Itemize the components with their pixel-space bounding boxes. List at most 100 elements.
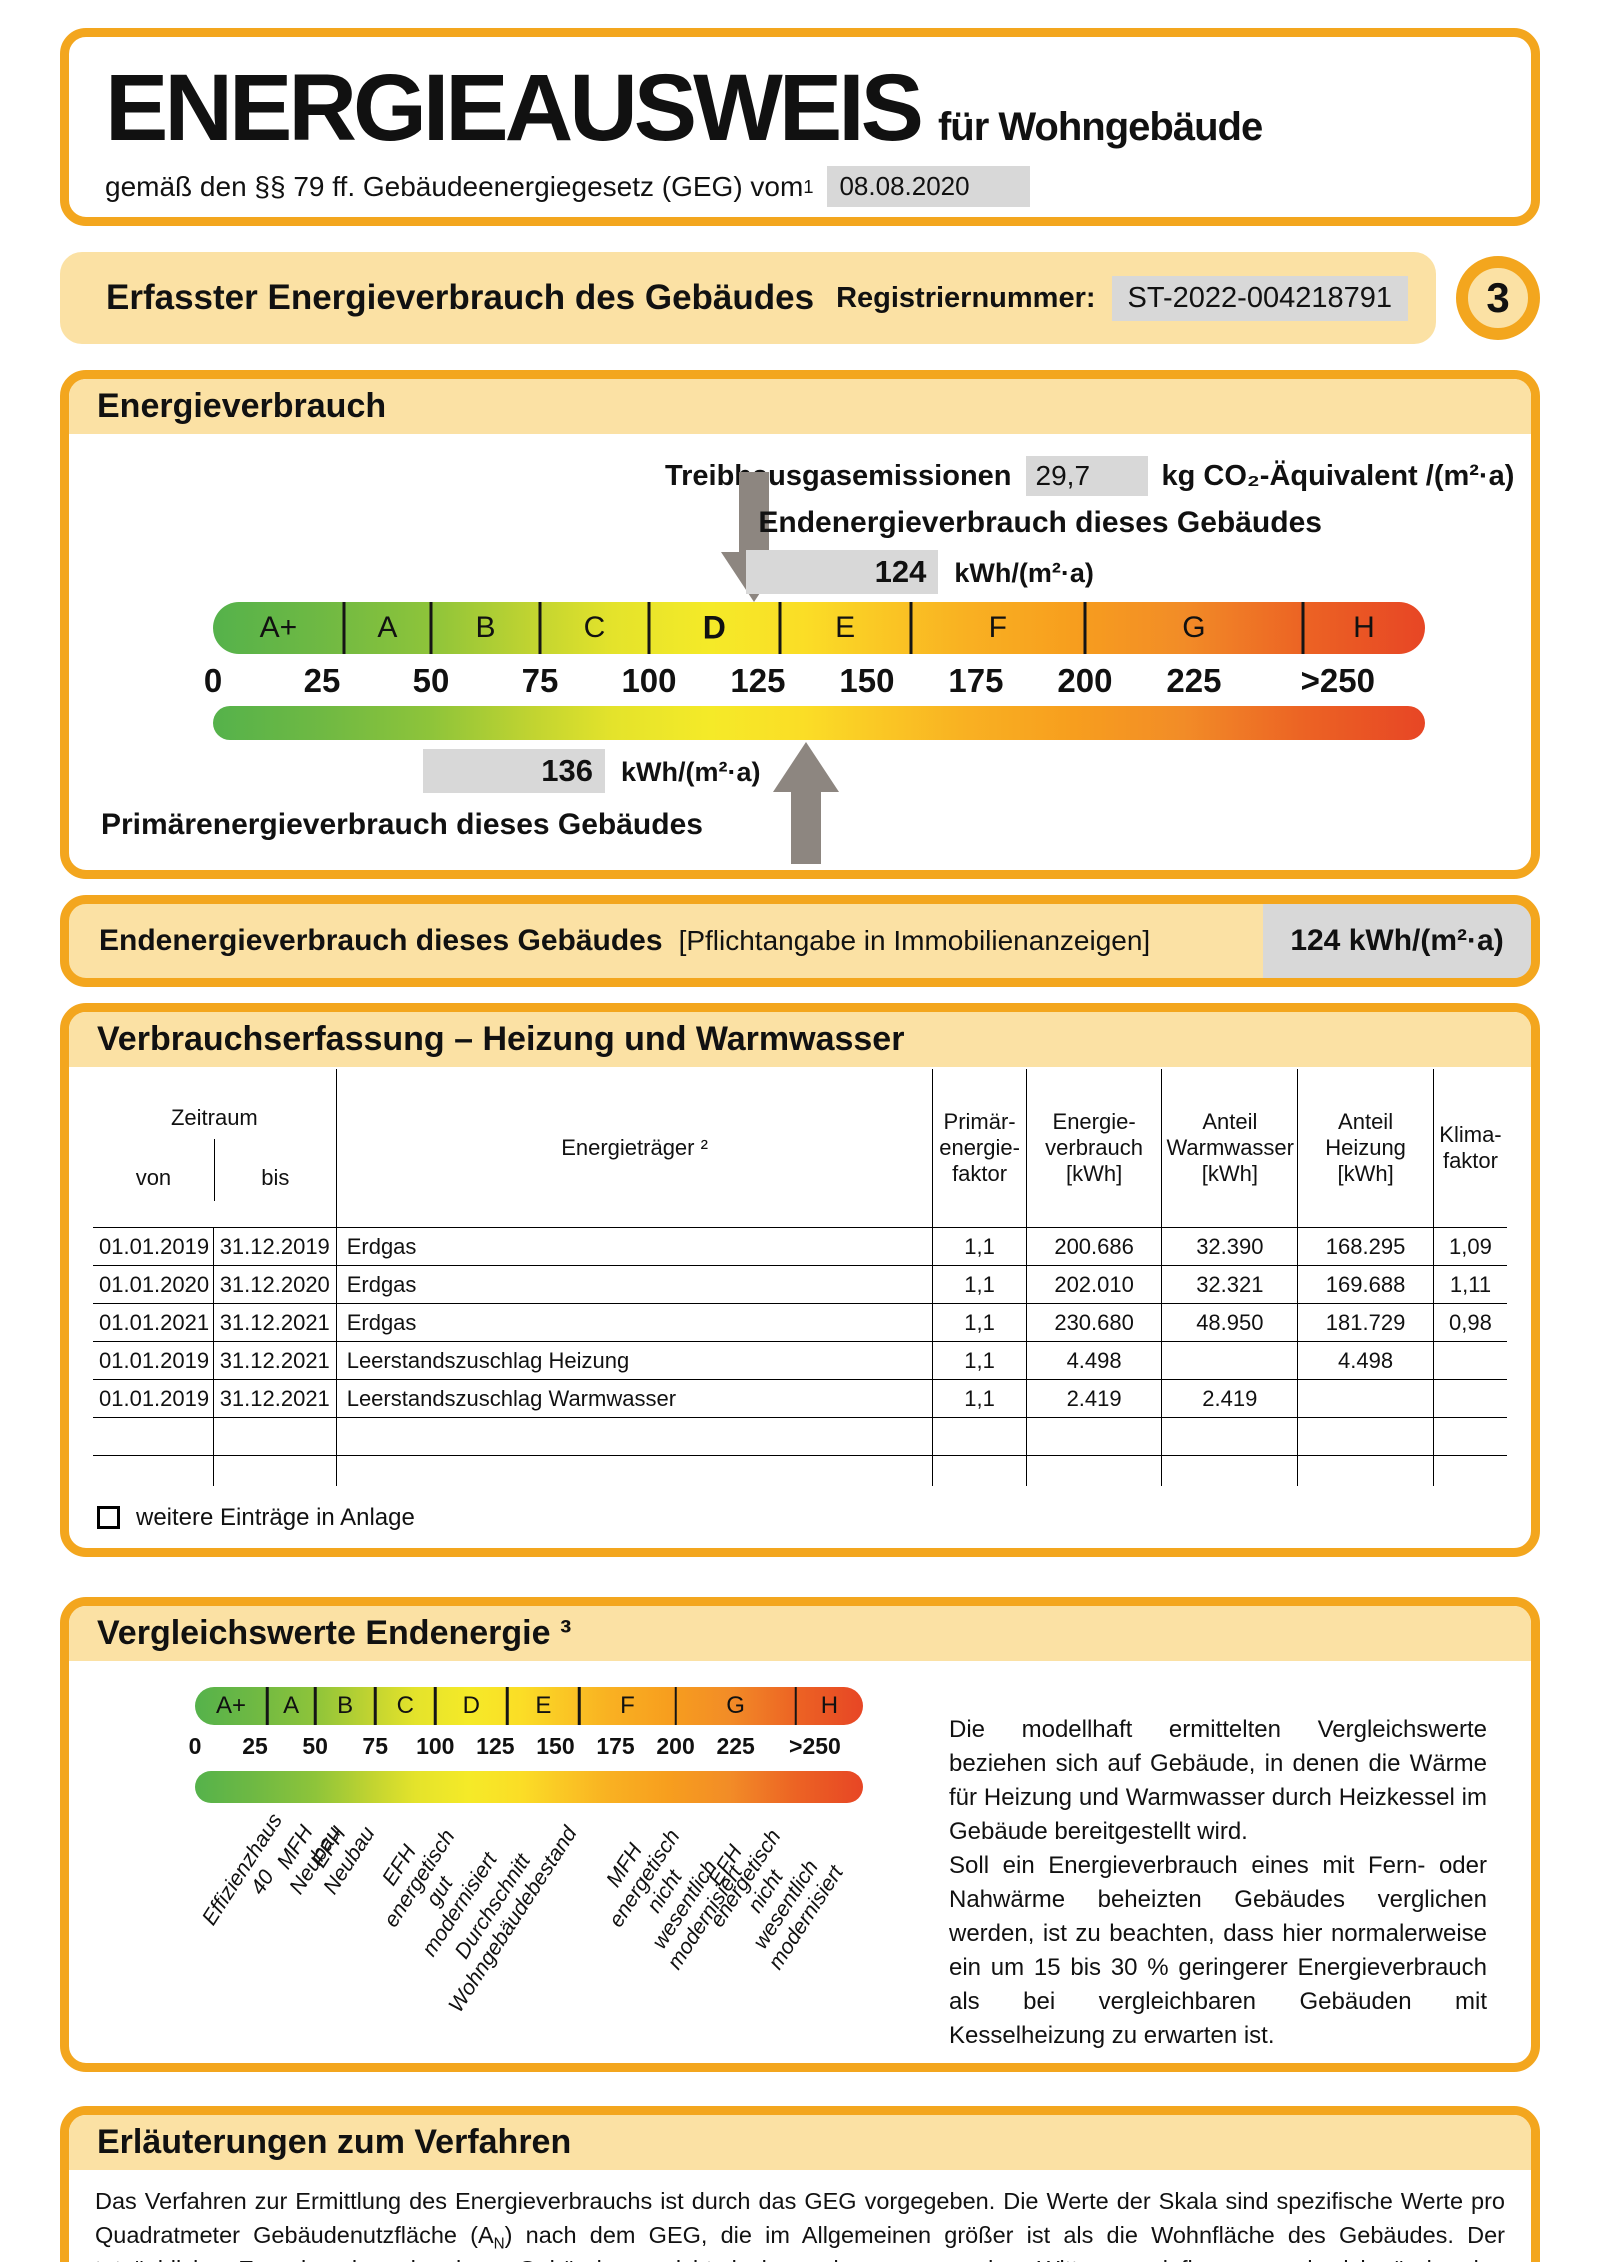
scale-class-letter: E [535,1691,552,1719]
scale-class-letter: H [820,1691,839,1719]
procedure-explanation-section: Erläuterungen zum Verfahren Das Verfahre… [60,2106,1540,2262]
end-energy-unit: kWh/(m²·a) [954,558,1094,588]
table-cell: 32.321 [1161,1265,1298,1304]
an-subscript: N [493,2236,505,2254]
table-cell [932,1417,1027,1456]
table-cell: Leerstandszuschlag Heizung [335,1341,933,1380]
anlage-checkbox-label: weitere Einträge in Anlage [136,1503,415,1531]
table-cell [212,1417,337,1456]
table-cell: 31.12.2020 [212,1265,337,1304]
table-cell [335,1417,933,1456]
more-entries-row: weitere Einträge in Anlage [97,1504,1531,1532]
table-cell: 1,1 [932,1379,1027,1418]
table-row [93,1417,1507,1456]
registration-number-field: ST-2022-004218791 [1111,275,1408,321]
title-box: ENERGIEAUSWEIS für Wohngebäude gemäß den… [60,28,1540,226]
comparison-section: Vergleichswerte Endenergie ³ A+ A B C D E F G H … [60,1596,1540,2073]
table-cell: 4.498 [1025,1341,1162,1380]
scale-tick: 150 [839,662,895,699]
scale-tick: 125 [476,1732,515,1759]
table-cell [1432,1417,1507,1456]
table-cell [1297,1379,1434,1418]
header-zeitraum-label: Zeitraum [170,1105,258,1130]
comparison-labels: Effizienzhaus 40 MFH Neubau EFH Neubau EFH … [195,1809,863,2039]
scale-class-letter: H [1353,611,1375,644]
table-cell [1025,1417,1162,1456]
scale-tick: 150 [536,1732,575,1759]
table-cell: 230.680 [1025,1303,1162,1342]
table-cell: 200.686 [1025,1227,1162,1266]
scale-divider [506,1686,509,1725]
table-cell: 01.01.2019 [93,1341,214,1380]
consumption-table-header: Zeitraum von bis Energieträger ² Primär-… [93,1069,1507,1228]
scale-tick-row: 0 25 50 75 100 125 150 175 200 225 >250 [189,1732,863,1763]
table-cell [1025,1455,1162,1486]
table-cell: 31.12.2021 [212,1303,337,1342]
mandatory-label: Endenergieverbrauch dieses Gebäudes [99,924,663,957]
scale-class-letter: A [377,611,398,644]
registration-label: Registriernummer: [836,281,1096,314]
end-energy-annotation: Endenergieverbrauch dieses Gebäudes 124 … [746,506,1478,594]
consumption-section: Verbrauchserfassung – Heizung und Warmwa… [60,1003,1540,1557]
table-cell: 1,1 [932,1303,1027,1342]
arrow-shaft [790,792,821,864]
scale-class-letter: C [583,611,606,644]
table-cell: 31.12.2019 [212,1227,337,1266]
scale-tick: 125 [730,662,786,699]
header-anteil-warmwasser: Anteil Warmwasser [kWh] [1161,1069,1298,1228]
comparison-label-text: EFH energetisch nicht wesentlich moderni… [703,1824,849,1974]
scale-tick: >250 [789,1732,841,1759]
scale-tick: 75 [362,1732,388,1759]
scale-tick: 225 [716,1732,755,1759]
comparison-paragraph-1: Die modellhaft ermittelten Vergleichswer… [949,1715,1487,1845]
scale-tick: 0 [203,662,223,699]
header-anteil-heizung: Anteil Heizung [kWh] [1297,1069,1434,1228]
scale-class-letter: E [835,611,856,644]
section-banner: Erfasster Energieverbrauch des Gebäudes … [60,252,1436,344]
table-row: 01.01.2019 31.12.2019 Erdgas 1,1 200.686 32.3… [93,1227,1507,1266]
consumption-heading: Verbrauchserfassung – Heizung und Warmwa… [69,1012,1531,1067]
header-energieverbrauch: Energie- verbrauch [kWh] [1025,1069,1162,1228]
ghg-unit: kg CO₂-Äquivalent /(m²·a) [1161,460,1515,492]
section-banner-row: Erfasster Energieverbrauch des Gebäudes … [60,252,1540,344]
table-cell: 31.12.2021 [212,1341,337,1380]
subtitle-text: gemäß den §§ 79 ff. Gebäudeenergiegesetz… [105,170,804,202]
scale-divider [373,1686,377,1725]
page-title-suffix: für Wohngebäude [937,105,1263,149]
title-subtitle-row: gemäß den §§ 79 ff. Gebäudeenergiegesetz… [105,166,1501,207]
table-cell [1432,1455,1507,1486]
energy-section-heading: Energieverbrauch [69,379,1531,434]
scale-tick-row: 0 25 50 75 100 125 150 175 200 225 >250 [204,662,1425,702]
scale-class-letter: G [1182,611,1206,644]
table-cell: Leerstandszuschlag Warmwasser [335,1379,933,1418]
header-energietraeger: Energieträger ² [335,1069,933,1228]
ghg-emissions-row: Treibhausgasemissionen 29,7 kg CO₂-Äquiv… [665,456,1514,496]
scale-class-letter: B [475,611,496,644]
table-cell: 48.950 [1161,1303,1298,1342]
table-row: 01.01.2021 31.12.2021 Erdgas 1,1 230.680 48.9… [93,1303,1507,1342]
primary-energy-arrow [772,742,839,864]
table-cell: 31.12.2021 [212,1379,337,1418]
header-bis: bis [261,1165,290,1190]
scale-class-letter: G [726,1691,745,1719]
table-cell: 169.688 [1297,1265,1434,1304]
ghg-label: Treibhausgasemissionen [665,460,1012,492]
scale-tick: 225 [1166,662,1222,699]
consumption-table-body: 01.01.2019 31.12.2019 Erdgas 1,1 200.686 32.3… [93,1227,1507,1486]
table-cell: 01.01.2021 [93,1303,214,1342]
table-cell: 4.498 [1297,1341,1434,1380]
mandatory-note: [Pflichtangabe in Immobilienanzeigen] [678,925,1151,956]
table-cell [212,1455,337,1486]
scale-divider [429,602,433,654]
scale-divider [909,602,913,654]
table-cell: 01.01.2019 [93,1379,214,1418]
comparison-paragraph-2: Soll ein Energieverbrauch eines mit Fern… [949,1851,1487,2050]
anlage-checkbox[interactable] [97,1506,120,1529]
table-cell: 181.729 [1297,1303,1434,1342]
procedure-text: Das Verfahren zur Ermittlung des Energie… [69,2170,1531,2262]
scale-divider [1301,602,1305,654]
scale-divider [1083,602,1087,654]
primary-energy-value-row: 136 kWh/(m²·a) [423,749,760,793]
scale-class-letter: D [702,609,726,646]
